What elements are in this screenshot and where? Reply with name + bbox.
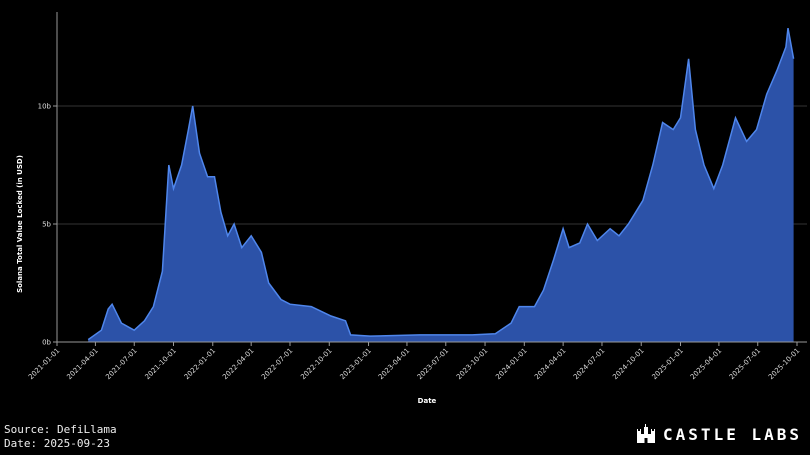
source-label: Source: DefiLlama	[4, 423, 117, 436]
x-tick-label: 2022-04-01	[221, 347, 255, 381]
logo-text: CASTLE LABS	[663, 424, 802, 444]
tvl-area	[88, 28, 794, 342]
x-tick-label: 2021-07-01	[104, 347, 138, 381]
x-tick-label: 2024-04-01	[533, 347, 567, 381]
x-tick-label: 2023-01-01	[339, 347, 373, 381]
x-tick-label: 2025-01-01	[650, 347, 684, 381]
castle-icon	[637, 424, 656, 443]
x-tick-label: 2024-07-01	[572, 347, 606, 381]
date-label: Date: 2025-09-23	[4, 437, 110, 450]
x-axis-title: Date	[418, 397, 437, 405]
tvl-line	[87, 27, 795, 341]
x-tick-label: 2022-07-01	[260, 347, 294, 381]
x-tick-label: 2023-07-01	[416, 347, 450, 381]
x-tick-label: 2023-10-01	[455, 347, 489, 381]
x-tick-label: 2024-10-01	[611, 347, 645, 381]
x-tick-label: 2021-04-01	[65, 347, 99, 381]
y-axis-title: Solana Total Value Locked (in USD)	[16, 155, 24, 293]
x-tick-label: 2021-01-01	[27, 347, 61, 381]
y-tick-label: 10b	[38, 103, 52, 111]
x-tick-label: 2025-10-01	[767, 347, 801, 381]
castle-labs-logo: CASTLE LABS	[635, 423, 802, 445]
y-tick-label: 5b	[42, 221, 51, 229]
x-tick-label: 2021-10-01	[143, 347, 177, 381]
x-tick-label: 2025-07-01	[728, 347, 762, 381]
x-tick-label: 2023-04-01	[377, 347, 411, 381]
x-tick-label: 2022-10-01	[299, 347, 333, 381]
x-tick-label: 2022-01-01	[183, 347, 217, 381]
y-tick-label: 0b	[42, 339, 51, 347]
x-tick-label: 2024-01-01	[494, 347, 528, 381]
x-tick-label: 2025-04-01	[689, 347, 723, 381]
